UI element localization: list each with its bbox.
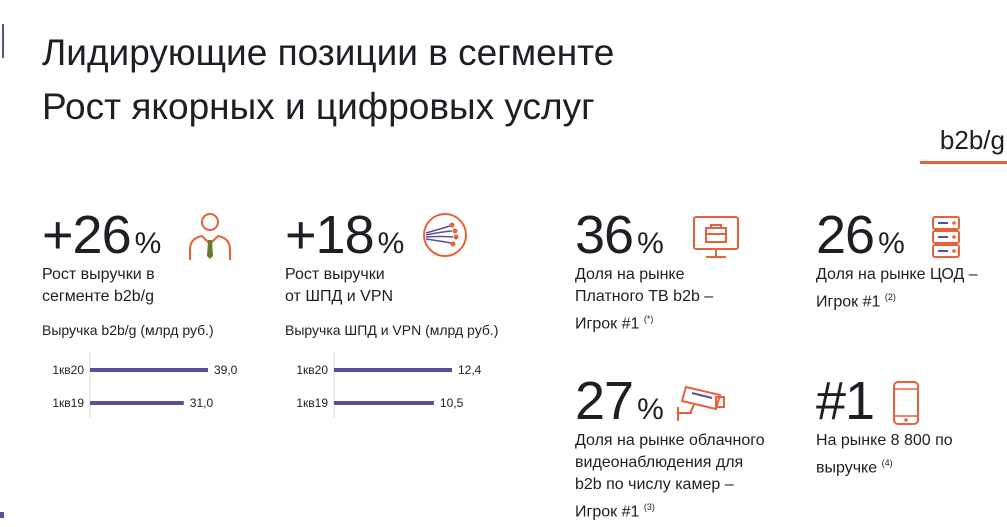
bar-category-label: 1кв19 [296,396,328,410]
smartphone-icon [893,381,919,425]
footnote-marker: (4) [881,458,893,468]
kpi-datacenter-desc-line-2: Игрок #1 [816,293,881,311]
bar [334,368,452,372]
bottom-accent-mark [0,512,4,518]
kpi-cloud-video-desc-line-3: b2b по числу камер – [575,476,734,493]
kpi-datacenter-description: Доля на рынке ЦОД – Игрок #1 (2) [816,264,978,313]
business-person-icon [189,213,231,260]
kpi-cloud-video-desc-line-1: Доля на рынке облачного [575,432,765,449]
bar-category-label: 1кв19 [52,396,84,410]
bar-value-label: 10,5 [440,396,464,410]
kpi-unit: % [878,227,905,260]
kpi-paytv-desc-line-2: Платного ТВ b2b – [575,288,714,305]
bar-category-label: 1кв20 [52,363,84,377]
page-title-line-2: Рост якорных и цифровых услуг [42,86,595,127]
footnote-marker: (3) [643,502,655,512]
footnote-marker: (2) [884,292,896,302]
bar-value-label: 39,0 [214,363,238,377]
kpi-revenue-description: Рост выручки в сегменте b2b/g [42,264,155,308]
chart-b2bg-revenue: 1кв20 39,0 1кв19 31,0 [52,352,238,418]
kpi-datacenter-share: 26% [816,204,905,266]
kpi-value: #1 [816,371,875,431]
security-camera-icon [677,385,725,421]
server-rack-icon [932,216,960,258]
kpi-value: 26 [816,205,875,265]
bar-value-label: 12,4 [458,363,482,377]
bar [90,401,184,405]
kpi-value: +18 [285,205,375,265]
kpi-value: +26 [42,205,132,265]
chart-broadband-revenue: 1кв20 12,4 1кв19 10,5 [296,352,482,418]
segment-tag: b2b/g [939,125,1005,155]
kpi-cloud-video-share: 27% [575,370,664,432]
fiber-optic-icon [423,213,467,257]
page-title-line-1: Лидирующие позиции в сегменте [42,32,615,73]
bar-category-label: 1кв20 [296,363,328,377]
title-accent-bar [2,24,4,58]
kpi-broadband-desc-line-1: Рост выручки [285,266,385,283]
kpi-unit: % [637,227,664,260]
kpi-paytv-desc-line-1: Доля на рынке [575,266,685,283]
kpi-cloud-video-description: Доля на рынке облачного видеонаблюдения … [575,430,765,523]
kpi-revenue-desc-line-1: Рост выручки в [42,266,155,283]
kpi-unit: % [637,393,664,426]
kpi-revenue-desc-line-2: сегменте b2b/g [42,288,154,305]
kpi-value: 27 [575,371,634,431]
kpi-hotline-description: На рынке 8 800 по выручке (4) [816,430,953,479]
kpi-unit: % [377,227,405,260]
chart-broadband-title: Выручка ШПД и VPN (млрд руб.) [285,322,499,338]
kpi-broadband-growth: +18% [285,204,404,266]
kpi-hotline-rank: #1 [816,370,875,432]
kpi-cloud-video-desc-line-4: Игрок #1 [575,503,640,521]
page-title: Лидирующие позиции в сегменте Рост якорн… [42,26,614,134]
kpi-hotline-desc-line-1: На рынке 8 800 по [816,432,953,449]
kpi-cloud-video-desc-line-2: видеонаблюдения для [575,454,744,471]
bar [334,401,434,405]
kpi-hotline-desc-line-2: выручке [816,459,878,477]
kpi-paytv-share: 36% [575,204,664,266]
kpi-revenue-growth: +26% [42,204,161,266]
kpi-value: 36 [575,205,634,265]
kpi-unit: % [134,227,162,260]
kpi-broadband-description: Рост выручки от ШПД и VPN [285,264,393,308]
tv-briefcase-icon [693,216,739,258]
bar [90,368,208,372]
footnote-marker: (*) [643,314,654,324]
kpi-paytv-description: Доля на рынке Платного ТВ b2b – Игрок #1… [575,264,713,335]
chart-b2bg-title: Выручка b2b/g (млрд руб.) [42,322,214,338]
kpi-datacenter-desc-line-1: Доля на рынке ЦОД – [816,266,978,283]
segment-tag-underline [920,161,1007,164]
bar-value-label: 31,0 [190,396,214,410]
kpi-broadband-desc-line-2: от ШПД и VPN [285,288,394,305]
kpi-paytv-desc-line-3: Игрок #1 [575,315,640,333]
